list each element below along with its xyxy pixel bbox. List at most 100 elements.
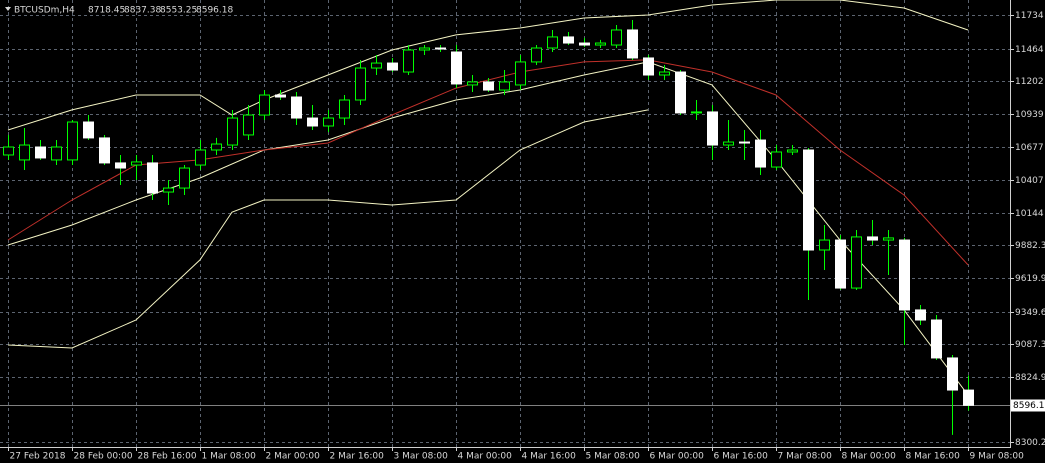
bull-body (355, 67, 366, 101)
bull-body (259, 94, 270, 116)
bear-body (675, 71, 686, 114)
bull-body (515, 61, 526, 86)
bear-body (99, 137, 110, 164)
chart-title: BTCUSDm,H4 (14, 6, 75, 16)
y-tick-label: 10407 (1015, 176, 1044, 186)
bull-body (691, 111, 702, 114)
bull-body (467, 81, 478, 86)
x-tick-label: 28 Feb 00:00 (74, 452, 133, 462)
bear-body (35, 146, 46, 159)
x-tick-label: 9 Mar 08:00 (970, 452, 1025, 462)
bear-body (931, 319, 942, 359)
header-low: 8553.25 (160, 6, 197, 16)
bear-body (563, 36, 574, 44)
y-tick-label: 8824.9 (1015, 373, 1045, 383)
last-price-label: 8596.1 (1013, 401, 1045, 411)
bear-body (835, 239, 846, 289)
axes: 11734 11464 11202 10939 10677 10407 10144 9882.… (8, 11, 1045, 462)
y-tick-label: 9349.6 (1015, 308, 1045, 318)
indicator-line (7, 0, 969, 131)
bull-body (659, 71, 670, 76)
bull-body (243, 114, 254, 136)
x-tick-label: 5 Mar 08:00 (586, 452, 641, 462)
bull-body (163, 187, 174, 193)
y-tick-label: 10144 (1015, 209, 1044, 219)
bull-body (531, 47, 542, 63)
y-tick-label: 9882.3 (1015, 241, 1045, 251)
header-close: 8596.18 (196, 6, 233, 16)
bull-body (51, 146, 62, 161)
bull-body (131, 161, 142, 166)
bull-body (323, 117, 334, 127)
x-tick-label: 3 Mar 08:00 (394, 452, 449, 462)
bear-body (755, 139, 766, 168)
x-tick-label: 6 Mar 16:00 (714, 452, 769, 462)
bear-body (803, 149, 814, 251)
bear-body (867, 236, 878, 241)
y-tick-label: 9619.9 (1015, 274, 1045, 284)
x-tick-label: 8 Mar 16:00 (906, 452, 961, 462)
bear-body (275, 94, 286, 98)
indicator-line (7, 109, 649, 349)
bear-body (387, 62, 398, 71)
bear-body (947, 357, 958, 391)
y-tick-label: 10939 (1015, 110, 1044, 120)
x-tick-label: 6 Mar 00:00 (650, 452, 705, 462)
y-tick-label: 11202 (1015, 77, 1044, 87)
bear-body (307, 117, 318, 127)
bear-body (291, 96, 302, 119)
grid (0, 0, 1010, 447)
y-tick-label: 10677 (1015, 143, 1044, 153)
bull-body (547, 36, 558, 49)
x-tick-label: 8 Mar 00:00 (842, 452, 897, 462)
bull-body (339, 99, 350, 119)
bull-body (595, 42, 606, 46)
bear-body (627, 29, 638, 59)
bull-body (723, 141, 734, 146)
x-tick-label: 4 Mar 16:00 (522, 452, 577, 462)
bear-body (147, 162, 158, 194)
bull-body (611, 29, 622, 46)
bull-body (883, 237, 894, 241)
bull-body (195, 149, 206, 166)
collapse-arrow[interactable] (5, 7, 11, 11)
bull-body (19, 144, 30, 161)
bull-body (403, 49, 414, 73)
bear-body (579, 42, 590, 46)
bear-body (435, 47, 446, 50)
bull-body (211, 143, 222, 151)
bull-body (227, 117, 238, 146)
x-tick-label: 28 Feb 16:00 (138, 452, 197, 462)
bull-body (499, 81, 510, 91)
bear-body (899, 239, 910, 311)
x-tick-label: 7 Mar 08:00 (778, 452, 833, 462)
header-open: 8718.45 (88, 6, 125, 16)
x-tick-label: 2 Mar 00:00 (266, 452, 321, 462)
bull-body (67, 121, 78, 161)
bear-body (451, 51, 462, 85)
x-tick-label: 2 Mar 16:00 (330, 452, 385, 462)
bear-body (83, 121, 94, 139)
bull-body (3, 146, 14, 156)
bear-body (643, 57, 654, 76)
bear-body (483, 81, 494, 91)
last-price-box (1011, 399, 1045, 412)
bull-body (771, 151, 782, 168)
bear-body (739, 141, 750, 144)
y-tick-label: 11464 (1015, 45, 1044, 55)
bull-body (371, 62, 382, 69)
header-high: 8837.38 (124, 6, 161, 16)
bull-body (419, 47, 430, 51)
bear-body (707, 111, 718, 146)
y-tick-label: 8300.2 (1015, 438, 1045, 448)
bull-body (787, 149, 798, 153)
x-tick-label: 4 Mar 00:00 (458, 452, 513, 462)
bear-body (115, 162, 126, 169)
x-tick-label: 1 Mar 08:00 (202, 452, 257, 462)
y-tick-label: 9087.3 (1015, 340, 1045, 350)
bull-body (819, 239, 830, 251)
candles (3, 20, 974, 435)
x-tick-label: 27 Feb 2018 (10, 452, 66, 462)
